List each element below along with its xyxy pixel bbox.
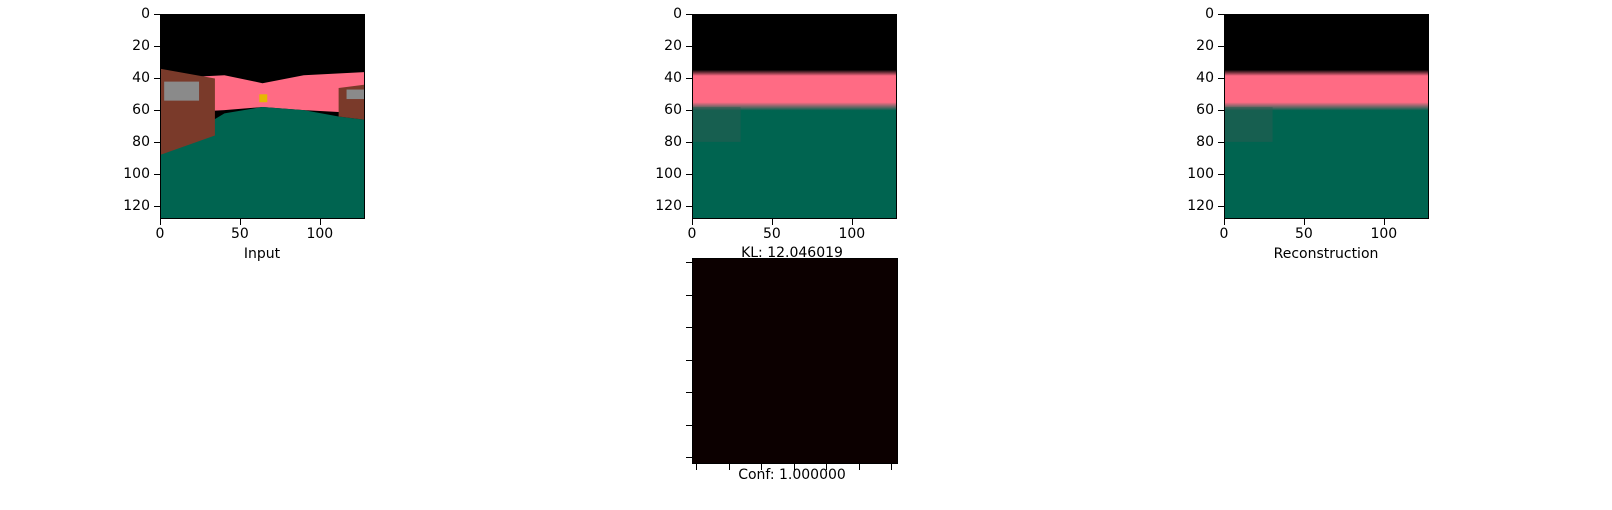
x-tick (160, 219, 161, 225)
y-tick (686, 109, 692, 111)
y-tick-label: 120 (655, 197, 682, 214)
y-tick (686, 359, 692, 361)
input-scene (161, 15, 364, 218)
y-tick-label: 40 (1196, 69, 1214, 86)
y-tick (1218, 141, 1224, 143)
y-tick-label: 20 (1196, 37, 1214, 54)
y-tick (154, 77, 160, 79)
x-tick (692, 219, 693, 225)
y-tick-label: 60 (132, 101, 150, 118)
y-tick (686, 141, 692, 143)
confidence-heatmap (692, 258, 898, 464)
y-tick (686, 14, 692, 15)
x-tick (851, 219, 853, 225)
y-tick (1218, 45, 1224, 47)
x-tick (761, 464, 762, 470)
kl-title: KL: 12.046019 (741, 245, 843, 261)
y-tick-label: 0 (673, 6, 682, 22)
x-tick-label: 100 (838, 226, 866, 242)
x-tick-label: 0 (1219, 226, 1229, 242)
y-tick (686, 77, 692, 79)
x-tick (1383, 219, 1385, 225)
x-tick (1303, 219, 1305, 225)
y-tick (1218, 109, 1224, 111)
x-tick-label: 50 (1294, 226, 1313, 242)
y-tick (1218, 205, 1224, 207)
y-tick (686, 294, 692, 296)
x-tick-label: 0 (155, 226, 165, 242)
x-tick (1224, 219, 1225, 225)
x-tick-label: 50 (230, 226, 249, 242)
input-image (160, 14, 365, 219)
x-tick-label: 50 (762, 226, 781, 242)
y-tick (686, 457, 692, 458)
x-tick-label: 0 (687, 226, 697, 242)
y-tick (154, 173, 160, 175)
y-tick-label: 40 (664, 69, 682, 86)
y-tick (686, 205, 692, 207)
y-tick (154, 205, 160, 207)
y-tick-label: 40 (132, 69, 150, 86)
y-tick (154, 109, 160, 111)
x-tick (891, 464, 892, 470)
reconstruction-scene (1225, 15, 1428, 218)
y-tick (1218, 14, 1224, 15)
y-tick-label: 20 (132, 37, 150, 54)
y-tick-label: 60 (1196, 101, 1214, 118)
y-tick (154, 141, 160, 143)
x-tick (728, 464, 730, 470)
y-tick (686, 45, 692, 47)
y-tick-label: 0 (1205, 6, 1214, 22)
y-tick (1218, 173, 1224, 175)
y-tick-label: 100 (655, 165, 682, 182)
y-tick-label: 60 (664, 101, 682, 118)
x-tick (771, 219, 773, 225)
x-tick (858, 464, 860, 470)
y-tick-label: 120 (123, 197, 150, 214)
y-tick (686, 173, 692, 175)
y-tick (686, 392, 692, 393)
y-tick-label: 80 (132, 133, 150, 150)
y-tick-label: 80 (1196, 133, 1214, 150)
y-tick (1218, 77, 1224, 79)
y-tick (686, 262, 692, 263)
reconstruction-image (1224, 14, 1429, 219)
confidence-xlabel: Conf: 1.000000 (738, 467, 846, 483)
y-tick (686, 327, 692, 328)
x-tick (319, 219, 321, 225)
kl-image (692, 14, 897, 219)
y-tick (686, 424, 692, 426)
y-tick (154, 14, 160, 15)
x-tick (793, 464, 795, 470)
y-tick-label: 100 (1187, 165, 1214, 182)
y-tick-label: 20 (664, 37, 682, 54)
y-tick-label: 100 (123, 165, 150, 182)
y-tick-label: 80 (664, 133, 682, 150)
y-tick (154, 45, 160, 47)
reconstruction-xlabel: Reconstruction (1273, 246, 1379, 262)
x-tick-label: 100 (306, 226, 334, 242)
y-tick-label: 0 (141, 6, 150, 22)
x-tick (239, 219, 241, 225)
y-tick-label: 120 (1187, 197, 1214, 214)
kl-scene (693, 15, 896, 218)
x-tick (696, 464, 697, 470)
x-tick (826, 464, 827, 470)
x-tick-label: 100 (1370, 226, 1398, 242)
input-xlabel: Input (243, 246, 281, 262)
